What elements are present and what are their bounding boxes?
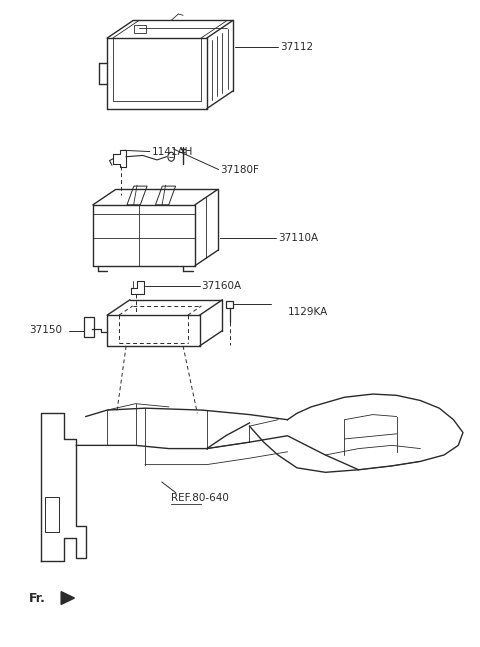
Polygon shape (61, 591, 74, 604)
Text: 37180F: 37180F (220, 164, 259, 175)
Text: 37150: 37150 (29, 325, 62, 335)
Text: 37160A: 37160A (201, 281, 241, 291)
Text: 37110A: 37110A (278, 234, 318, 243)
Bar (134, 25, 146, 33)
Bar (46, 497, 59, 532)
Polygon shape (156, 186, 176, 205)
Text: REF.80-640: REF.80-640 (171, 493, 229, 503)
Text: Fr.: Fr. (29, 591, 46, 604)
Bar (226, 302, 233, 308)
Text: 1129KA: 1129KA (288, 307, 328, 317)
Text: 37112: 37112 (280, 42, 313, 52)
Bar (84, 318, 94, 336)
Text: 1141AH: 1141AH (152, 147, 193, 157)
Polygon shape (127, 186, 147, 205)
